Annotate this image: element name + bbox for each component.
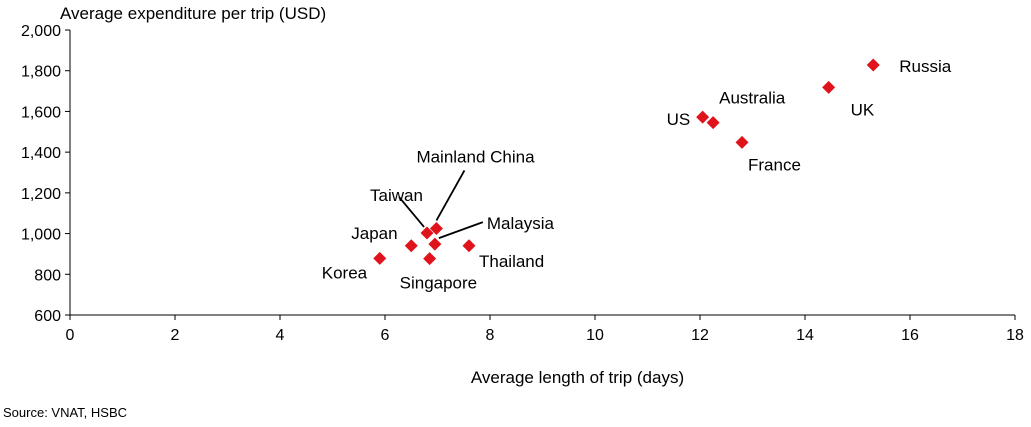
data-point-label: Russia	[899, 57, 952, 76]
data-point-marker	[404, 239, 418, 253]
chart-title: Average expenditure per trip (USD)	[60, 4, 326, 23]
data-point-marker	[866, 58, 880, 72]
x-tick-label: 10	[586, 327, 604, 344]
x-tick-label: 16	[901, 327, 919, 344]
data-point-label: Australia	[719, 89, 786, 108]
leader-line	[398, 196, 425, 228]
y-tick-label: 2,000	[21, 23, 61, 40]
data-point-label: UK	[851, 100, 875, 119]
data-point-label: US	[667, 110, 691, 129]
data-point-marker	[462, 239, 476, 253]
data-point-label: Korea	[322, 263, 368, 282]
y-tick-label: 600	[34, 308, 61, 325]
leader-line	[438, 221, 484, 240]
data-point-label: Japan	[351, 224, 397, 243]
data-point-label: France	[748, 155, 801, 174]
y-tick-label: 1,800	[21, 64, 61, 81]
data-point-marker	[373, 251, 387, 265]
source-note: Source: VNAT, HSBC	[3, 405, 128, 420]
data-point-label: Taiwan	[370, 186, 423, 205]
x-tick-label: 2	[171, 327, 180, 344]
x-tick-label: 12	[691, 327, 709, 344]
data-point-marker	[428, 237, 442, 251]
x-tick-label: 8	[486, 327, 495, 344]
data-points	[373, 58, 880, 266]
data-point-marker	[735, 135, 749, 149]
y-tick-label: 1,200	[21, 186, 61, 203]
y-tick-label: 1,600	[21, 104, 61, 121]
data-point-marker	[696, 110, 710, 124]
y-tick-label: 1,400	[21, 145, 61, 162]
data-point-marker	[423, 252, 437, 266]
data-point-marker	[822, 80, 836, 94]
leader-line	[435, 170, 466, 221]
y-ticks: 600 800 1,000 1,200 1,400 1,600 1,800 2,000	[21, 23, 70, 325]
data-point-marker	[706, 116, 720, 130]
leader-lines	[398, 170, 484, 240]
y-tick-label: 1,000	[21, 227, 61, 244]
data-point-label: Mainland China	[416, 147, 535, 166]
axes	[69, 30, 1015, 316]
x-tick-label: 14	[796, 327, 814, 344]
x-tick-label: 0	[66, 327, 75, 344]
y-tick-label: 800	[34, 267, 61, 284]
data-point-label: Thailand	[479, 252, 544, 271]
x-tick-label: 4	[276, 327, 285, 344]
x-axis-label: Average length of trip (days)	[471, 368, 684, 387]
point-labels: Korea Japan Taiwan Mainland China Singapore M…	[322, 57, 952, 293]
data-point-label: Singapore	[400, 274, 478, 293]
x-tick-label: 6	[381, 327, 390, 344]
x-ticks: 0 2 4 6 8 10 12 14 16 18	[66, 315, 1024, 344]
data-point-marker	[429, 221, 443, 235]
x-tick-label: 18	[1006, 327, 1024, 344]
data-point-label: Malaysia	[487, 214, 555, 233]
data-point-marker	[420, 226, 434, 240]
scatter-chart: 600 800 1,000 1,200 1,400 1,600 1,800 2,000 0 2 4…	[21, 4, 1024, 387]
